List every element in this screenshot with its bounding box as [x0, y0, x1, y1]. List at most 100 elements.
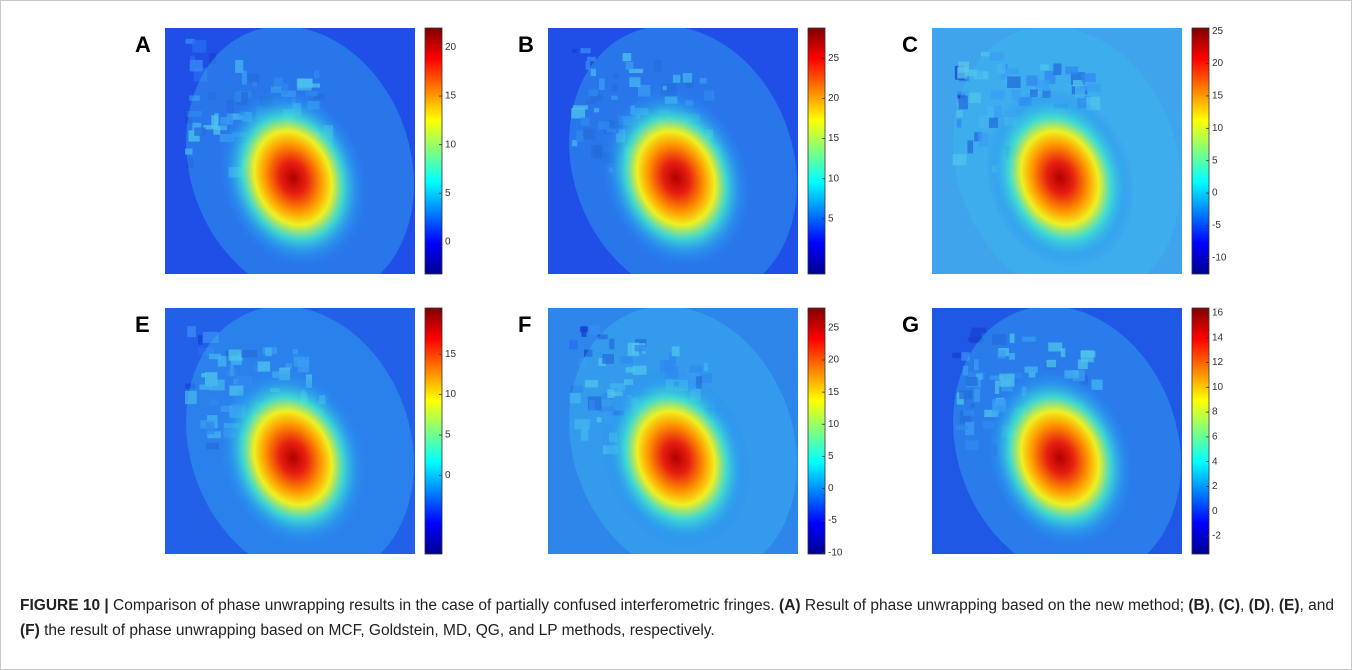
- texture-block: [292, 348, 299, 355]
- colorbar: [807, 307, 826, 555]
- caption-text: , and: [1299, 597, 1334, 614]
- texture-block: [969, 332, 982, 343]
- texture-block: [699, 77, 707, 84]
- texture-block: [637, 84, 651, 97]
- colorbar-tick-label: -10: [1212, 252, 1227, 263]
- texture-block: [208, 92, 216, 101]
- texture-block: [1026, 75, 1038, 86]
- texture-block: [580, 48, 591, 54]
- texture-block: [313, 94, 326, 100]
- texture-block: [228, 349, 243, 361]
- caption-text: Comparison of phase unwrapping results i…: [108, 597, 780, 614]
- caption-text: ,: [1240, 597, 1249, 614]
- texture-block: [583, 128, 596, 140]
- texture-block: [999, 74, 1012, 80]
- texture-block: [1053, 63, 1062, 76]
- colorbar-tick-label: 10: [445, 389, 457, 400]
- panel-label: B: [518, 32, 534, 57]
- colorbar-tick-label: 0: [1212, 188, 1218, 199]
- texture-block: [192, 40, 207, 53]
- texture-block: [293, 356, 310, 367]
- texture-block: [190, 55, 196, 61]
- caption-text: the result of phase unwrapping based on …: [39, 622, 715, 639]
- texture-block: [198, 347, 214, 356]
- texture-block: [226, 99, 235, 114]
- colorbar-tick-label: 10: [445, 139, 457, 150]
- texture-block: [974, 132, 982, 142]
- texture-block: [218, 125, 228, 131]
- texture-block: [613, 73, 619, 80]
- texture-block: [703, 90, 715, 101]
- texture-block: [189, 59, 203, 72]
- texture-block: [952, 352, 962, 359]
- texture-block: [957, 91, 969, 96]
- caption-bold: (E): [1278, 597, 1300, 614]
- caption-bold: (C): [1218, 597, 1241, 614]
- texture-block: [979, 115, 988, 129]
- texture-block: [206, 442, 220, 450]
- heatmap: [165, 308, 415, 554]
- texture-block: [664, 359, 676, 371]
- hot-region: [218, 368, 368, 548]
- texture-block: [570, 385, 584, 393]
- hot-region: [601, 368, 751, 548]
- caption: FIGURE 10 | Comparison of phase unwrappi…: [20, 593, 1340, 643]
- texture-block: [252, 82, 257, 87]
- texture-block: [208, 53, 217, 64]
- texture-block: [992, 333, 1007, 345]
- colorbar: [807, 27, 826, 275]
- texture-block: [957, 67, 968, 79]
- colorbar: [424, 27, 443, 275]
- texture-block: [955, 425, 968, 430]
- colorbar-tick-label: -5: [1212, 220, 1221, 231]
- caption-bold: (A): [779, 597, 801, 614]
- texture-block: [956, 118, 962, 128]
- texture-block: [1086, 83, 1101, 92]
- texture-block: [961, 352, 970, 361]
- texture-block: [1065, 66, 1079, 75]
- texture-block: [185, 148, 193, 155]
- texture-block: [978, 132, 989, 147]
- texture-block: [571, 108, 586, 119]
- texture-block: [586, 99, 597, 105]
- texture-block: [593, 144, 602, 159]
- texture-block: [203, 125, 219, 130]
- texture-block: [584, 349, 593, 357]
- texture-block: [208, 353, 221, 360]
- colorbar-tick-label: 2: [1212, 481, 1218, 492]
- texture-block: [977, 70, 983, 79]
- texture-block: [958, 95, 968, 110]
- texture-block: [198, 335, 203, 345]
- caption-text: ,: [1270, 597, 1279, 614]
- texture-block: [632, 365, 647, 375]
- texture-block: [590, 94, 603, 101]
- hot-region: [985, 368, 1135, 548]
- texture-block: [967, 140, 974, 154]
- colorbar-tick-label: -2: [1212, 531, 1221, 542]
- texture-block: [1077, 359, 1088, 370]
- texture-block: [187, 326, 196, 338]
- texture-block: [310, 83, 321, 88]
- texture-block: [1009, 333, 1015, 343]
- texture-block: [599, 406, 615, 413]
- texture-block: [671, 346, 680, 357]
- colorbar-tick-label: 25: [828, 53, 840, 64]
- texture-block: [241, 349, 257, 358]
- texture-block: [1044, 70, 1056, 85]
- panel-label: E: [135, 312, 150, 337]
- colorbar-tick-label: 4: [1212, 456, 1218, 467]
- texture-block: [188, 130, 200, 142]
- texture-block: [1024, 366, 1038, 373]
- texture-block: [217, 355, 227, 367]
- texture-block: [313, 70, 320, 79]
- texture-block: [234, 91, 241, 103]
- texture-block: [1080, 350, 1094, 363]
- colorbar-tick-label: 15: [828, 133, 840, 144]
- heatmap: [548, 28, 798, 274]
- texture-block: [1006, 372, 1023, 379]
- texture-block: [247, 73, 260, 83]
- texture-block: [1079, 85, 1088, 91]
- texture-block: [185, 38, 195, 44]
- caption-bold: (B): [1188, 597, 1210, 614]
- heatmap: [932, 308, 1182, 554]
